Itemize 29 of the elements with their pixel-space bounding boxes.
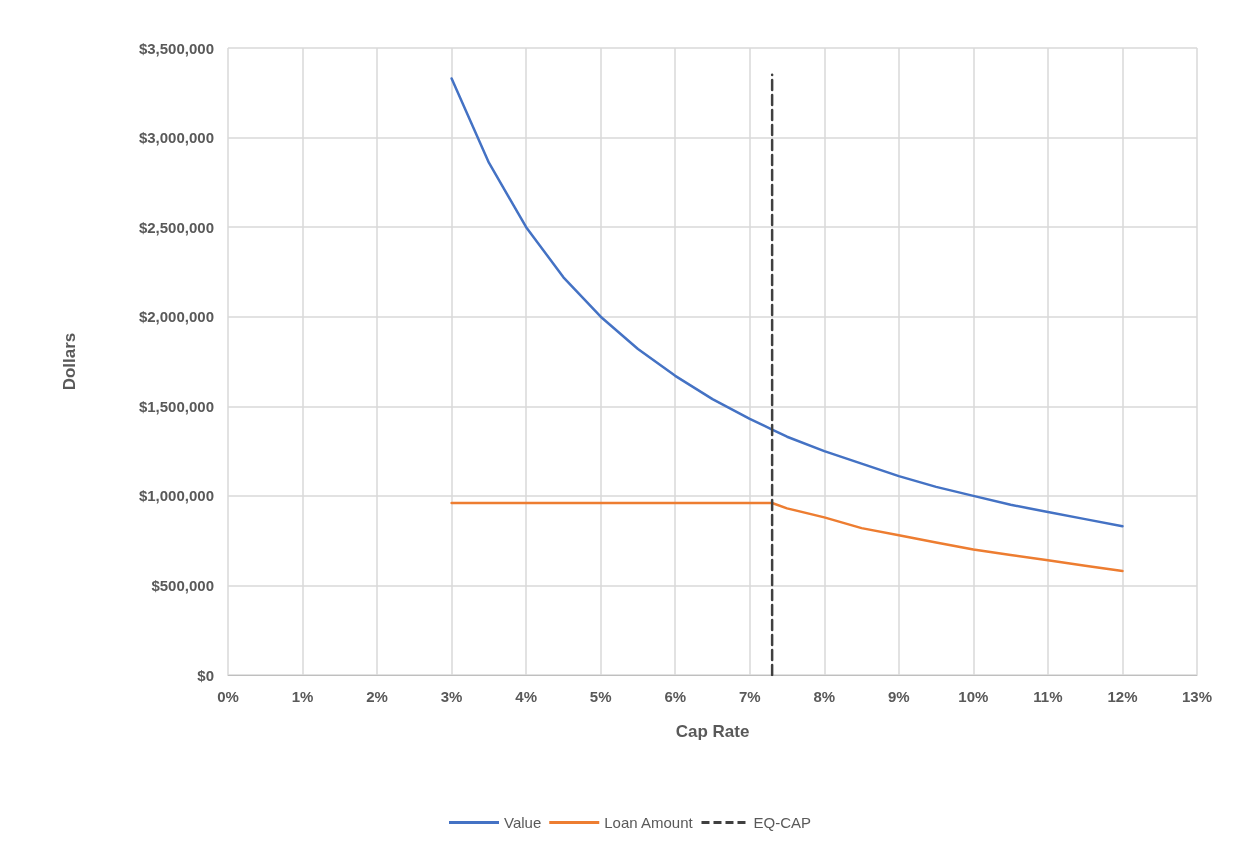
x-tick-label: 12% bbox=[1107, 688, 1138, 705]
legend-label: Value bbox=[504, 814, 542, 831]
x-tick-label: 2% bbox=[366, 688, 388, 705]
x-tick-label: 0% bbox=[217, 688, 239, 705]
x-tick-label: 11% bbox=[1033, 688, 1063, 705]
x-tick-label: 6% bbox=[664, 688, 687, 705]
line-series bbox=[450, 501, 1124, 573]
x-tick-label: 1% bbox=[291, 688, 314, 705]
x-tick-label: 7% bbox=[738, 688, 761, 705]
y-tick-label: $3,500,000 bbox=[138, 39, 214, 57]
y-tick-label: $1,500,000 bbox=[138, 397, 214, 415]
x-tick-label: 3% bbox=[440, 688, 463, 705]
y-tick-label: $2,500,000 bbox=[138, 218, 214, 236]
x-tick-label: 10% bbox=[958, 688, 989, 705]
x-tick-label: 8% bbox=[813, 688, 836, 705]
x-tick-label: 9% bbox=[888, 688, 910, 705]
y-axis-title: Dollars bbox=[60, 332, 79, 391]
legend-label: Loan Amount bbox=[604, 814, 694, 831]
x-tick-label: 4% bbox=[515, 688, 537, 705]
x-axis-title: Cap Rate bbox=[675, 722, 750, 741]
y-tick-label: $3,000,000 bbox=[138, 129, 214, 147]
legend-label: EQ-CAP bbox=[753, 814, 811, 831]
line-series bbox=[450, 77, 1124, 528]
x-tick-label: 13% bbox=[1181, 688, 1213, 705]
y-tick-label: $2,000,000 bbox=[138, 308, 214, 326]
y-tick-label: $0 bbox=[197, 666, 214, 684]
y-tick-label: $1,000,000 bbox=[138, 487, 214, 505]
x-tick-label: 5% bbox=[589, 688, 612, 705]
y-tick-label: $500,000 bbox=[151, 576, 214, 594]
